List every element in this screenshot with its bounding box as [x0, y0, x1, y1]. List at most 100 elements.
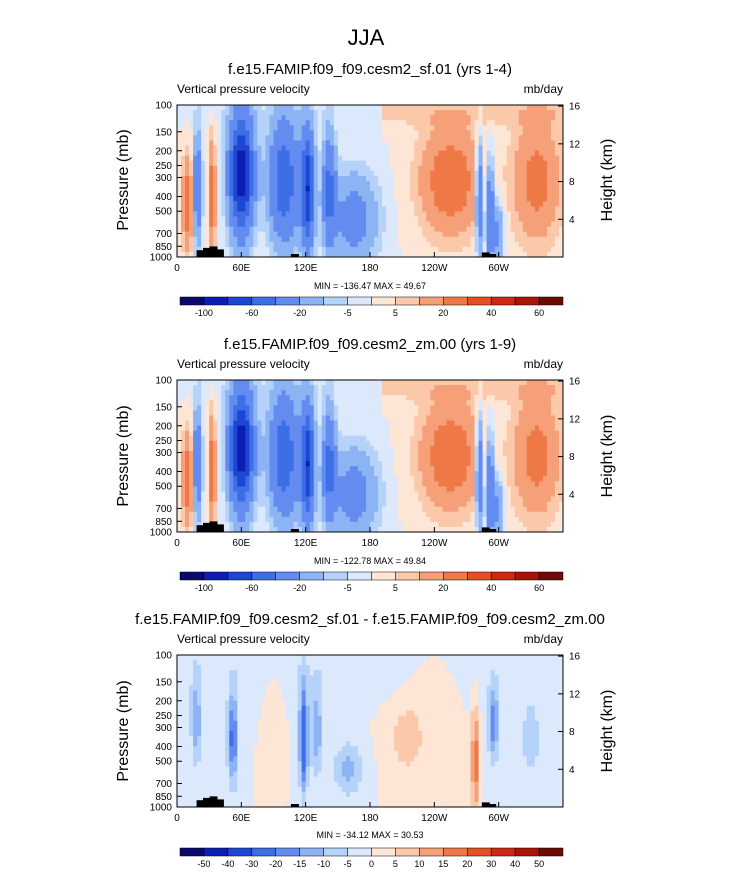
- contour-cell: [378, 247, 382, 252]
- contour-cell: [374, 216, 378, 221]
- contour-cell: [503, 186, 507, 191]
- contour-cell: [362, 110, 366, 115]
- contour-cell: [382, 125, 386, 130]
- contour-cell: [278, 380, 282, 385]
- contour-cell: [181, 181, 185, 186]
- contour-cell: [374, 446, 378, 451]
- contour-cell: [539, 395, 543, 400]
- contour-cell: [531, 151, 535, 156]
- contour-cell: [390, 191, 394, 196]
- contour-cell: [519, 196, 523, 201]
- contour-cell: [438, 211, 442, 216]
- contour-cell: [330, 105, 334, 110]
- contour-cell: [410, 431, 414, 436]
- contour-cell: [358, 242, 362, 247]
- contour-cell: [438, 105, 442, 110]
- contour-cell: [189, 191, 193, 196]
- contour-cell: [189, 405, 193, 410]
- contour-cell: [543, 461, 547, 466]
- contour-cell: [298, 400, 302, 405]
- contour-cell: [282, 431, 286, 436]
- contour-cell: [326, 146, 330, 151]
- contour-cell: [446, 415, 450, 420]
- contour-cell: [294, 130, 298, 135]
- contour-cell: [358, 227, 362, 232]
- contour-cell: [213, 421, 217, 426]
- contour-cell: [370, 400, 374, 405]
- contour-cell: [539, 441, 543, 446]
- contour-cell: [414, 242, 418, 247]
- contour-cell: [286, 441, 290, 446]
- contour-cell: [467, 415, 471, 420]
- contour-cell: [278, 237, 282, 242]
- contour-cell: [511, 171, 515, 176]
- contour-cell: [430, 380, 434, 385]
- contour-cell: [310, 390, 314, 395]
- contour-cell: [249, 115, 253, 120]
- contour-cell: [326, 181, 330, 186]
- contour-cell: [535, 232, 539, 237]
- contour-cell: [426, 456, 430, 461]
- contour-cell: [434, 431, 438, 436]
- contour-cell: [523, 166, 527, 171]
- contour-cell: [515, 410, 519, 415]
- contour-cell: [229, 431, 233, 436]
- contour-cell: [426, 191, 430, 196]
- contour-cell: [434, 415, 438, 420]
- contour-cell: [374, 130, 378, 135]
- contour-cell: [237, 161, 241, 166]
- contour-cell: [362, 436, 366, 441]
- contour-cell: [338, 125, 342, 130]
- contour-cell: [511, 191, 515, 196]
- contour-cell: [189, 421, 193, 426]
- contour-cell: [527, 471, 531, 476]
- contour-cell: [362, 211, 366, 216]
- contour-cell: [334, 451, 338, 456]
- contour-cell: [467, 130, 471, 135]
- contour-cell: [422, 125, 426, 130]
- contour-cell: [290, 441, 294, 446]
- contour-cell: [422, 206, 426, 211]
- contour-cell: [177, 105, 181, 110]
- contour-cell: [491, 166, 495, 171]
- contour-cell: [177, 115, 181, 120]
- contour-cell: [519, 171, 523, 176]
- contour-cell: [318, 476, 322, 481]
- contour-cell: [430, 415, 434, 420]
- contour-cell: [318, 385, 322, 390]
- contour-cell: [330, 186, 334, 191]
- contour-cell: [454, 441, 458, 446]
- contour-cell: [422, 222, 426, 227]
- contour-cell: [370, 181, 374, 186]
- contour-cell: [241, 176, 245, 181]
- contour-cell: [535, 446, 539, 451]
- contour-cell: [233, 125, 237, 130]
- contour-cell: [479, 161, 483, 166]
- contour-cell: [330, 201, 334, 206]
- contour-cell: [245, 105, 249, 110]
- contour-cell: [511, 110, 515, 115]
- contour-cell: [338, 227, 342, 232]
- colorbar-label: 5: [393, 308, 398, 318]
- contour-cell: [495, 146, 499, 151]
- contour-cell: [290, 206, 294, 211]
- contour-cell: [362, 176, 366, 181]
- contour-cell: [390, 380, 394, 385]
- contour-cell: [551, 156, 555, 161]
- contour-cell: [446, 451, 450, 456]
- contour-cell: [527, 120, 531, 125]
- contour-cell: [269, 421, 273, 426]
- contour-cell: [515, 140, 519, 145]
- contour-cell: [398, 242, 402, 247]
- contour-cell: [467, 171, 471, 176]
- contour-cell: [177, 421, 181, 426]
- contour-cell: [257, 171, 261, 176]
- contour-cell: [245, 446, 249, 451]
- contour-cell: [322, 426, 326, 431]
- contour-cell: [458, 191, 462, 196]
- contour-cell: [515, 385, 519, 390]
- contour-cell: [318, 140, 322, 145]
- contour-cell: [274, 395, 278, 400]
- contour-cell: [278, 151, 282, 156]
- contour-cell: [515, 130, 519, 135]
